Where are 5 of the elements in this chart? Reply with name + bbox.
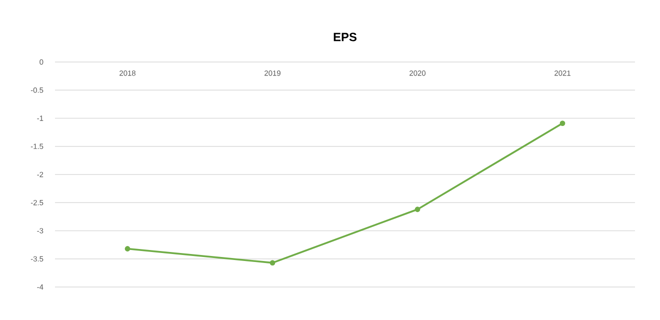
point — [560, 120, 566, 126]
point — [270, 260, 276, 266]
chart-title: EPS — [334, 32, 356, 42]
point — [124, 246, 130, 252]
point — [414, 206, 420, 212]
